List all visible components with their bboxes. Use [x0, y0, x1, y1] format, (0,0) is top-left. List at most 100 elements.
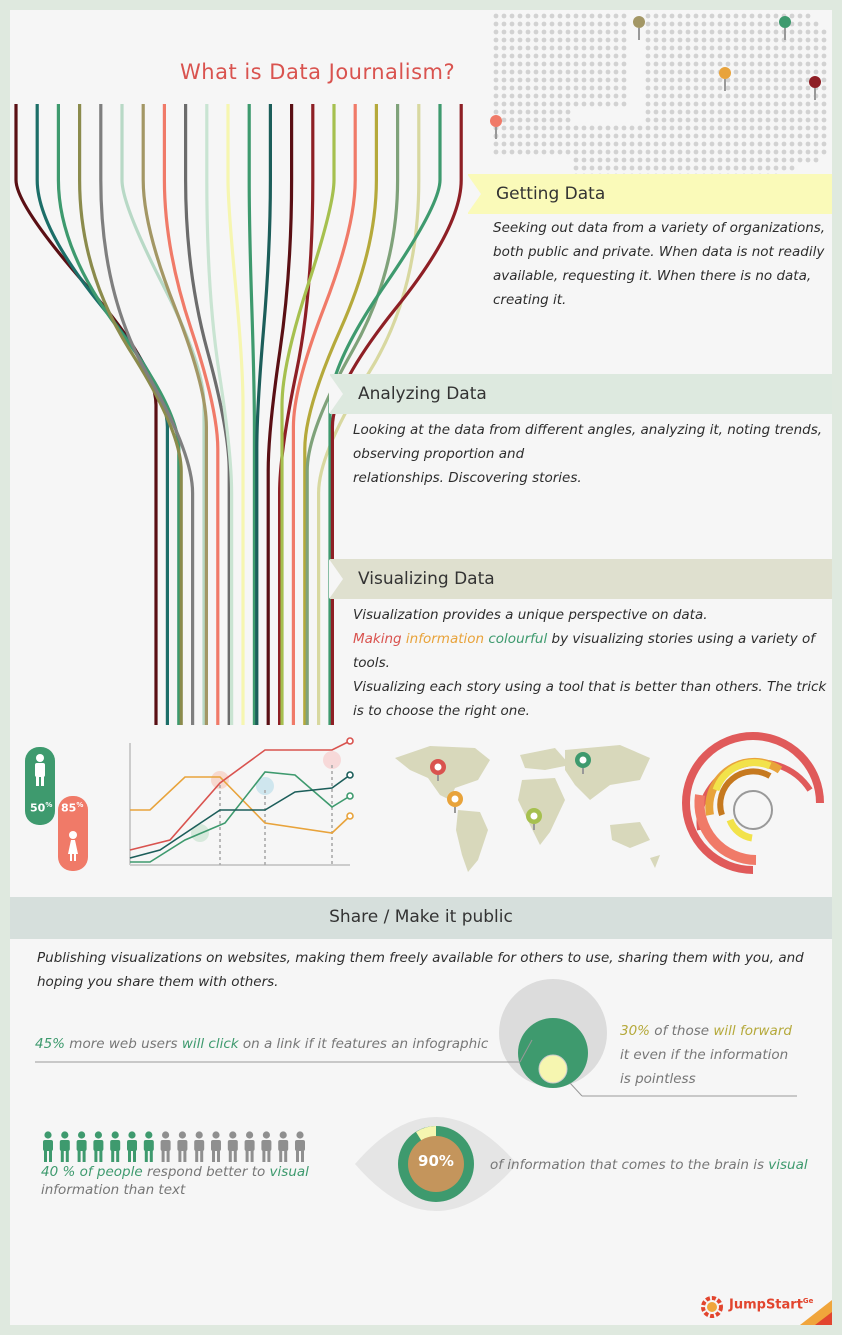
person-icon [76, 1131, 87, 1162]
logo-sun-icon [701, 1296, 723, 1318]
person-icon [160, 1131, 171, 1162]
data-line [141, 10, 208, 725]
person-icon [93, 1131, 104, 1162]
person-icon [261, 1131, 272, 1162]
map-pin-icon [779, 16, 791, 40]
getting-data-text: Seeking out data from a variety of organ… [493, 220, 826, 308]
analyzing-line-1: Looking at the data from different angle… [353, 422, 823, 462]
click-stat-c: on a link if it features an infographic [238, 1036, 489, 1052]
forward-stat-pct: 30% [620, 1023, 651, 1039]
dotted-world-map [493, 13, 827, 187]
brain-stat-word: visual [768, 1157, 808, 1173]
title-area: What is Data Journalism? [10, 10, 468, 104]
male-pct-value: 50 [30, 801, 46, 815]
page-title: What is Data Journalism? [180, 60, 456, 84]
people-stat-a: respond better to [142, 1164, 270, 1180]
word-colourful: colourful [488, 631, 548, 647]
analyzing-data-label: Analyzing Data [358, 384, 487, 404]
visualizing-data-header: Visualizing Data [329, 559, 832, 599]
data-line [226, 10, 245, 725]
map-pin-icon [490, 115, 502, 139]
getting-data-header: Getting Data [467, 174, 832, 214]
people-stat-text: 40 % of people respond better to visual … [41, 1163, 341, 1199]
person-icon [295, 1131, 305, 1162]
word-information: information [405, 631, 485, 647]
visualizing-line-1: Visualization provides a unique perspect… [353, 607, 708, 623]
data-lines-graphic [14, 10, 463, 725]
forward-stat-d: is pointless [620, 1071, 696, 1087]
jumpstart-logo: JumpStartGe [698, 1293, 828, 1319]
data-line [78, 10, 183, 725]
getting-data-label: Getting Data [496, 184, 606, 204]
map-pins [490, 16, 821, 139]
people-stat-pct: 40 % of people [41, 1164, 143, 1180]
click-stat-a: more web users [65, 1036, 182, 1052]
male-icon [35, 754, 45, 786]
analyzing-data-header: Analyzing Data [329, 374, 832, 414]
visualization-examples [25, 732, 824, 874]
person-icon [143, 1131, 154, 1162]
line-chart-example [129, 737, 354, 866]
click-stat-text: 45% more web users will click on a link … [35, 1032, 515, 1056]
map-pin-icon [430, 759, 446, 781]
infographic-page: What is Data Journalism? Getting Data Se… [10, 10, 832, 1325]
share-label: Share / Make it public [329, 907, 513, 927]
male-bar [25, 747, 55, 825]
data-line [317, 10, 421, 725]
brain-stat-text: of information that comes to the brain i… [490, 1153, 830, 1177]
person-icon [110, 1131, 121, 1162]
female-pct-value: 85 [61, 801, 77, 815]
forward-stat-c: it even if the information [620, 1047, 789, 1063]
stats-graphics [35, 979, 797, 1211]
world-map-example [395, 745, 660, 872]
person-icon [127, 1131, 137, 1162]
person-icon [194, 1131, 205, 1162]
visualizing-data-label: Visualizing Data [358, 569, 495, 589]
share-header: Share / Make it public [10, 897, 832, 939]
map-pin-icon [719, 67, 731, 91]
map-pin-icon [447, 791, 463, 813]
people-stat-b: visual [269, 1164, 309, 1180]
logo-name: JumpStart [729, 1297, 803, 1313]
forward-stat-b: will forward [713, 1023, 792, 1039]
forward-stat-a: of those [650, 1023, 714, 1039]
data-line [305, 10, 400, 725]
visualizing-line-2: by visualizing stories using a variety o… [353, 631, 816, 671]
map-pin-icon [526, 808, 542, 830]
person-icon [211, 1131, 221, 1162]
brain-stat-a: of information that comes to the brain i… [490, 1157, 769, 1173]
data-line [303, 10, 378, 725]
radial-chart-example [682, 732, 824, 874]
person-icon [244, 1131, 255, 1162]
female-pct-unit: % [76, 801, 84, 809]
data-line [291, 10, 357, 725]
people-stat-c: information than text [41, 1182, 186, 1198]
map-pin-icon [575, 752, 591, 774]
data-line [280, 10, 336, 725]
analyzing-data-text: Looking at the data from different angle… [353, 418, 828, 490]
data-line [255, 10, 272, 725]
click-stat-pct: 45% [35, 1036, 66, 1052]
map-pin-icon [809, 76, 821, 100]
person-icon [43, 1131, 53, 1162]
map-pin-icon [633, 16, 645, 40]
person-icon [278, 1131, 289, 1162]
data-line [266, 10, 294, 725]
female-icon [68, 831, 78, 861]
analyzing-line-2: relationships. Discovering stories. [353, 470, 582, 486]
logo-sup: Ge [802, 1297, 814, 1305]
brain-percentage: 90% [418, 1152, 454, 1170]
corner-decoration [800, 1300, 832, 1325]
gender-stat-graphic [25, 747, 88, 871]
share-text: Publishing visualizations on websites, m… [37, 950, 804, 990]
male-pct-unit: % [45, 801, 53, 809]
data-line [162, 10, 220, 725]
eye-graphic [355, 1117, 517, 1211]
word-making: Making [353, 631, 402, 647]
people-icons-row [43, 1131, 305, 1162]
person-icon [177, 1131, 188, 1162]
data-line [247, 10, 256, 725]
female-percentage: 85% [61, 801, 83, 815]
logo-text: JumpStartGe [729, 1297, 813, 1312]
visualizing-data-text: Visualization provides a unique perspect… [353, 603, 828, 723]
